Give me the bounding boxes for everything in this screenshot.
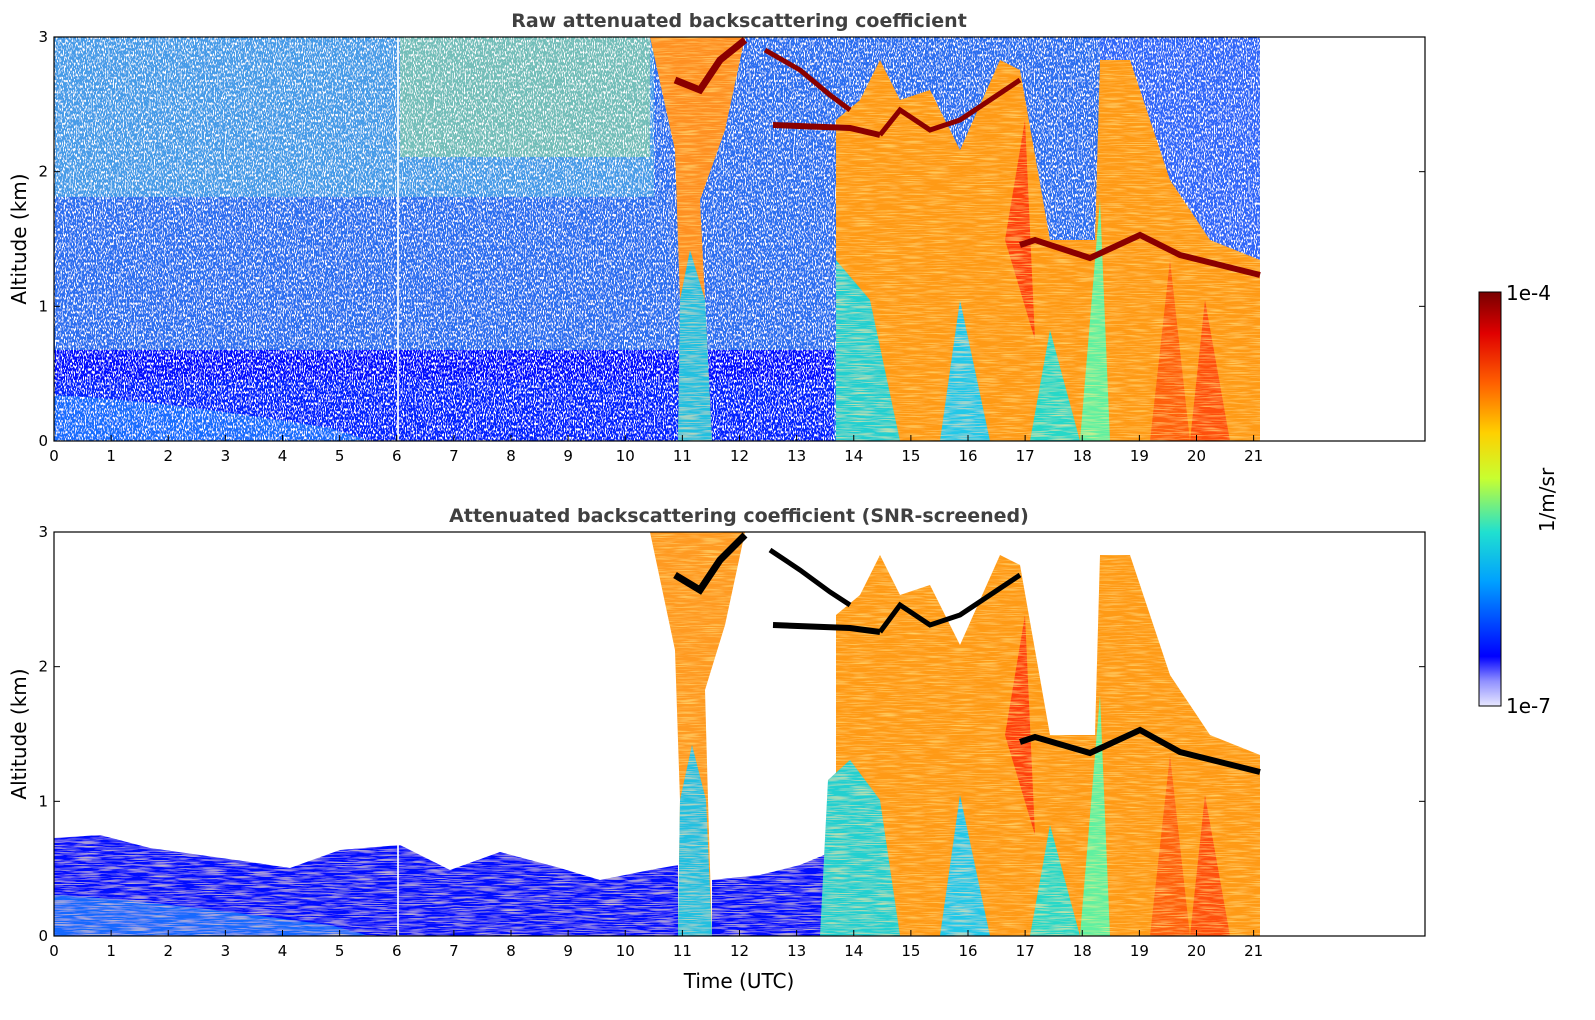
x-tick-label: 14 <box>844 447 863 465</box>
raw-precip-11utc <box>650 37 745 441</box>
x-tick-label: 11 <box>673 447 692 465</box>
colorbar-gradient <box>1478 291 1502 707</box>
x-tick-label: 9 <box>563 942 573 960</box>
screened-heatmap <box>54 532 1261 936</box>
x-tick-label: 12 <box>730 447 749 465</box>
x-tick-label: 3 <box>221 942 231 960</box>
x-tick-label: 0 <box>49 942 59 960</box>
x-tick-label: 10 <box>616 942 635 960</box>
x-tick-label: 9 <box>563 447 573 465</box>
x-tick-label: 20 <box>1187 447 1206 465</box>
x-tick-label: 8 <box>506 447 516 465</box>
x-tick-label: 2 <box>163 942 173 960</box>
x-tick-label: 21 <box>1244 942 1263 960</box>
x-tick-label: 5 <box>335 447 345 465</box>
raw-backscatter-panel: Raw attenuated backscattering coefficien… <box>7 10 1426 465</box>
raw-heatmap <box>54 37 1261 441</box>
x-tick-label: 17 <box>1016 942 1035 960</box>
y-tick-label: 2 <box>38 658 48 676</box>
x-tick-label: 18 <box>1073 447 1092 465</box>
x-tick-label: 12 <box>730 942 749 960</box>
x-tick-label: 10 <box>616 447 635 465</box>
x-tick-label: 7 <box>449 447 459 465</box>
screened-panel-xlabel: Time (UTC) <box>683 969 795 993</box>
raw-y-axis: 0 1 2 3 <box>38 28 1425 450</box>
colorbar-max-label: 1e-4 <box>1506 281 1551 305</box>
colorbar: 1e-4 1e-7 1/m/sr <box>1478 281 1559 718</box>
y-tick-label: 3 <box>38 523 48 541</box>
x-tick-label: 17 <box>1016 447 1035 465</box>
y-tick-label: 2 <box>38 163 48 181</box>
x-tick-label: 20 <box>1187 942 1206 960</box>
y-tick-label: 1 <box>38 297 48 315</box>
x-tick-label: 13 <box>787 447 806 465</box>
screened-precip-main <box>836 555 1260 936</box>
x-tick-label: 14 <box>844 942 863 960</box>
x-tick-label: 3 <box>221 447 231 465</box>
x-tick-label: 13 <box>787 942 806 960</box>
x-tick-label: 6 <box>392 942 402 960</box>
screened-backscatter-panel: Attenuated backscattering coefficient (S… <box>7 505 1426 993</box>
screened-panel-title: Attenuated backscattering coefficient (S… <box>449 505 1029 527</box>
raw-x-axis: 0 1 2 3 4 5 6 7 8 9 10 11 12 13 14 15 16 17 18 19 20 21 <box>49 435 1263 465</box>
raw-panel-title: Raw attenuated backscattering coefficien… <box>511 10 967 32</box>
x-tick-label: 4 <box>278 447 288 465</box>
x-tick-label: 7 <box>449 942 459 960</box>
raw-precip-main <box>836 60 1260 441</box>
x-tick-label: 1 <box>106 447 116 465</box>
screened-precip-11utc <box>650 532 745 936</box>
x-tick-label: 15 <box>901 942 920 960</box>
x-tick-label: 18 <box>1073 942 1092 960</box>
x-tick-label: 4 <box>278 942 288 960</box>
x-tick-label: 5 <box>335 942 345 960</box>
colorbar-min-label: 1e-7 <box>1506 694 1551 718</box>
x-tick-label: 1 <box>106 942 116 960</box>
x-tick-label: 19 <box>1130 942 1149 960</box>
raw-panel-ylabel: Altitude (km) <box>7 173 31 304</box>
x-tick-label: 16 <box>958 447 977 465</box>
x-tick-label: 15 <box>901 447 920 465</box>
screened-panel-ylabel: Altitude (km) <box>7 668 31 799</box>
colorbar-unit-label: 1/m/sr <box>1535 467 1559 532</box>
x-tick-label: 6 <box>392 447 402 465</box>
x-tick-label: 16 <box>958 942 977 960</box>
x-tick-label: 21 <box>1244 447 1263 465</box>
x-tick-label: 0 <box>49 447 59 465</box>
x-tick-label: 8 <box>506 942 516 960</box>
y-tick-label: 0 <box>38 432 48 450</box>
screened-y-axis: 0 1 2 3 <box>38 523 1425 945</box>
y-tick-label: 0 <box>38 927 48 945</box>
y-tick-label: 1 <box>38 792 48 810</box>
y-tick-label: 3 <box>38 28 48 46</box>
x-tick-label: 2 <box>163 447 173 465</box>
screened-x-axis: 0 1 2 3 4 5 6 7 8 9 10 11 12 13 14 15 16 17 18 19 20 21 <box>49 930 1263 960</box>
x-tick-label: 19 <box>1130 447 1149 465</box>
x-tick-label: 11 <box>673 942 692 960</box>
